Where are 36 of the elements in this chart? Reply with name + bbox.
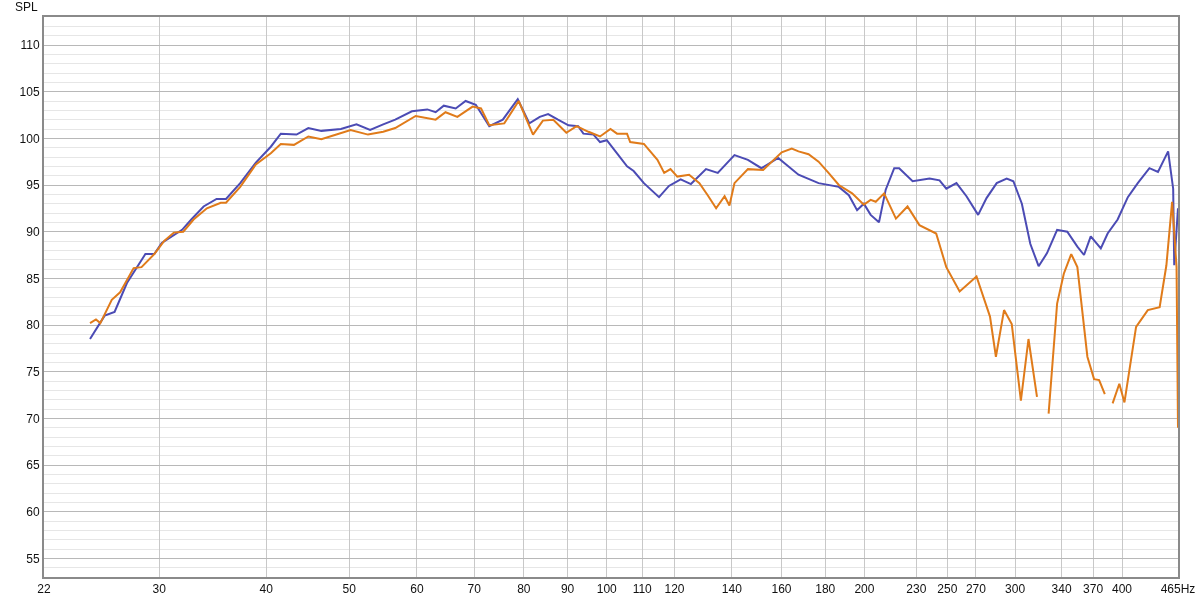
y-tick-label: 85 — [26, 271, 40, 286]
x-tick-label: 80 — [517, 582, 531, 597]
x-tick-label: 300 — [1005, 582, 1026, 597]
x-tick-label: 340 — [1051, 582, 1072, 597]
y-tick-label: 100 — [19, 131, 40, 146]
x-tick-label: 70 — [467, 582, 482, 597]
y-tick-label: 65 — [26, 458, 40, 473]
y-tick-label: 90 — [26, 224, 40, 239]
x-tick-label: 120 — [664, 582, 685, 597]
y-tick-label: 70 — [26, 411, 40, 426]
x-tick-label: 50 — [342, 582, 357, 597]
y-tick-label: 80 — [26, 318, 40, 333]
y-tick-label: 75 — [26, 364, 40, 379]
y-tick-label: 105 — [19, 84, 40, 99]
x-tick-label: 400 — [1112, 582, 1133, 597]
x-tick-label: 30 — [152, 582, 167, 597]
x-tick-label: 22 — [37, 582, 51, 597]
x-tick-label: 250 — [937, 582, 958, 597]
x-tick-label: 270 — [965, 582, 987, 597]
x-tick-label: 230 — [906, 582, 927, 597]
x-tick-label: 160 — [771, 582, 792, 597]
x-tick-label: 40 — [259, 582, 274, 597]
x-tick-label: 60 — [410, 582, 424, 597]
y-axis-title: SPL — [15, 0, 39, 14]
y-tick-label: 60 — [26, 504, 40, 519]
x-tick-label: 370 — [1083, 582, 1104, 597]
x-tick-label: 110 — [632, 582, 653, 597]
x-tick-label: 90 — [560, 582, 575, 597]
y-tick-label: 95 — [26, 178, 40, 193]
x-tick-label: 180 — [815, 582, 836, 597]
x-tick-label: 200 — [854, 582, 875, 597]
x-tick-label: 465Hz — [1160, 582, 1196, 597]
x-tick-label: 100 — [596, 582, 618, 597]
x-tick-label: 140 — [721, 582, 743, 597]
y-tick-label: 55 — [26, 551, 40, 566]
y-tick-label: 110 — [20, 38, 40, 53]
